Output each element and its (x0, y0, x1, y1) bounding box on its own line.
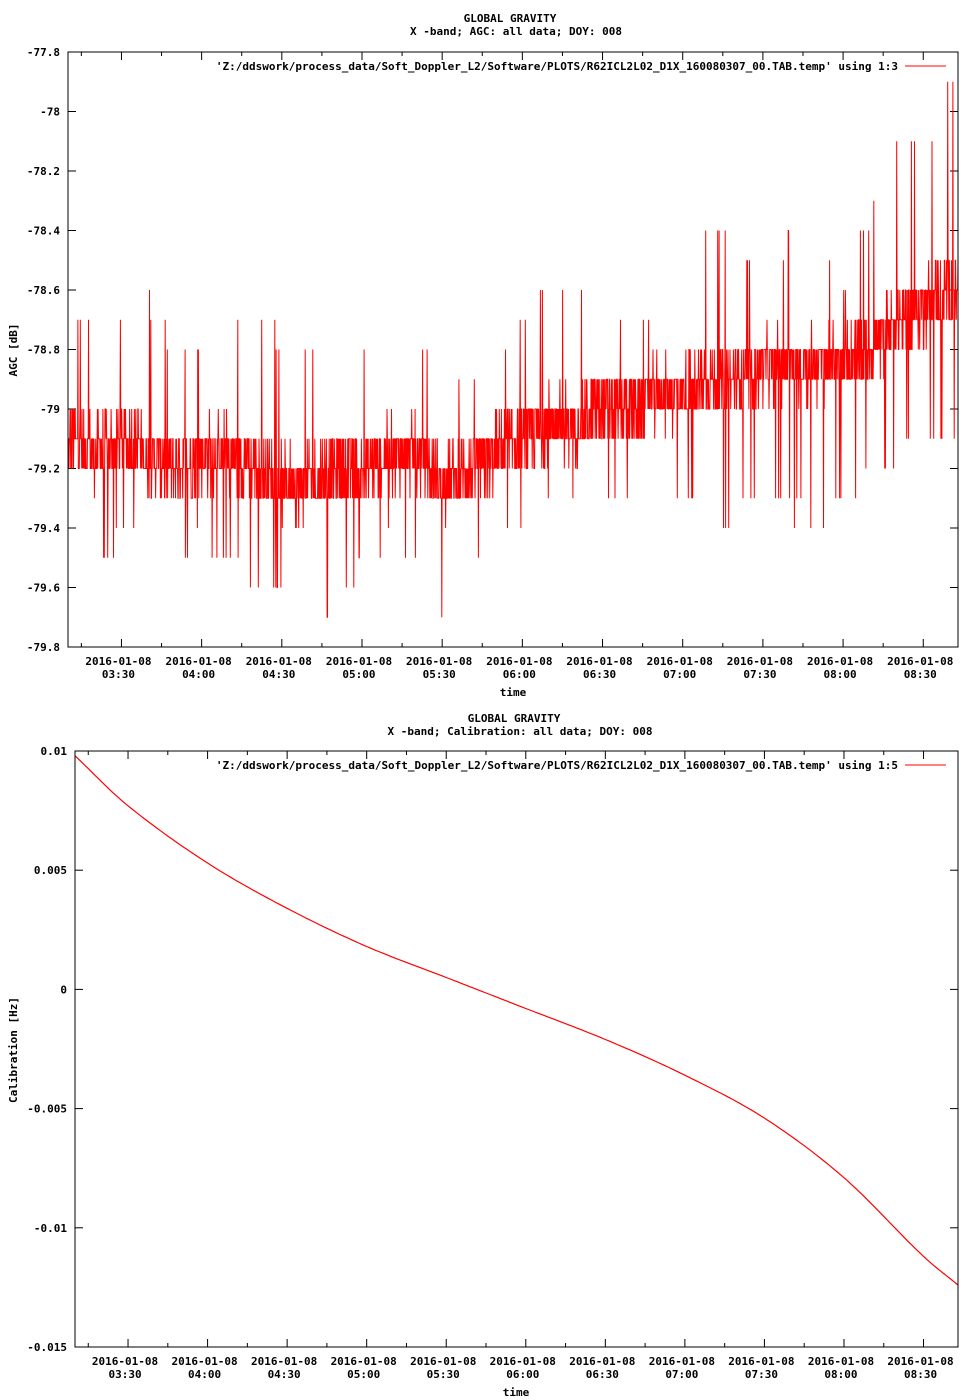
agc-x-tick-time: 04:00 (182, 668, 215, 681)
agc-y-tick-label: -78.4 (27, 225, 60, 238)
agc-plot-frame (67, 51, 959, 648)
agc-x-tick-date: 2016-01-08 (807, 655, 873, 668)
agc-chart-title: GLOBAL GRAVITY (464, 12, 557, 25)
agc-axis-ticks: -77.8 -78 -78.2 -78.4 -78.6 -78.8 -79 -79.2 -79.… (27, 46, 958, 681)
agc-x-tick-time: 05:30 (423, 668, 456, 681)
calibration-y-tick-label: -0.015 (27, 1341, 67, 1354)
calibration-x-tick-time: 06:00 (506, 1368, 539, 1381)
agc-x-tick-date: 2016-01-08 (166, 655, 232, 668)
agc-y-axis-label: AGC [dB] (7, 324, 20, 377)
calibration-chart-subtitle: X -band; Calibration: all data; DOY: 008 (388, 725, 653, 738)
calibration-x-tick-time: 05:30 (427, 1368, 460, 1381)
calibration-x-tick-date: 2016-01-08 (410, 1355, 476, 1368)
calibration-y-tick-label: 0 (60, 983, 67, 996)
calibration-x-tick-date: 2016-01-08 (490, 1355, 556, 1368)
agc-x-tick-time: 08:00 (824, 668, 857, 681)
calibration-x-tick-time: 08:30 (904, 1368, 937, 1381)
calibration-x-tick-time: 07:30 (745, 1368, 778, 1381)
calibration-x-tick-date: 2016-01-08 (649, 1355, 715, 1368)
calibration-x-tick-time: 07:00 (665, 1368, 698, 1381)
calibration-x-axis-label: time (503, 1386, 530, 1399)
calibration-x-tick-time: 08:00 (824, 1368, 857, 1381)
calibration-x-tick-date: 2016-01-08 (728, 1355, 794, 1368)
calibration-plot-frame (74, 750, 959, 1348)
agc-y-tick-label: -77.8 (27, 46, 60, 59)
calibration-y-tick-label: 0.005 (34, 864, 67, 877)
calibration-x-tick-date: 2016-01-08 (808, 1355, 874, 1368)
agc-x-tick-date: 2016-01-08 (887, 655, 953, 668)
agc-y-tick-label: -78 (40, 106, 60, 119)
calibration-y-tick-label: -0.005 (27, 1103, 67, 1116)
agc-x-tick-time: 06:30 (583, 668, 616, 681)
agc-x-tick-date: 2016-01-08 (486, 655, 552, 668)
calibration-y-axis-label: Calibration [Hz] (7, 997, 20, 1103)
calibration-x-tick-date: 2016-01-08 (887, 1355, 953, 1368)
agc-x-tick-date: 2016-01-08 (647, 655, 713, 668)
calibration-x-tick-time: 04:00 (188, 1368, 221, 1381)
agc-x-tick-time: 07:30 (743, 668, 776, 681)
agc-x-axis-label: time (500, 686, 527, 699)
calibration-plot-area (74, 755, 959, 1286)
agc-chart: GLOBAL GRAVITY X -band; AGC: all data; D… (7, 12, 959, 699)
agc-x-tick-time: 06:00 (503, 668, 536, 681)
agc-y-tick-label: -79.8 (27, 641, 60, 654)
calibration-x-tick-time: 04:30 (268, 1368, 301, 1381)
calibration-y-tick-label: 0.01 (41, 745, 68, 758)
calibration-x-tick-date: 2016-01-08 (251, 1355, 317, 1368)
agc-y-tick-label: -79.4 (27, 522, 60, 535)
calibration-x-tick-time: 05:00 (347, 1368, 380, 1381)
agc-y-tick-label: -79 (40, 403, 60, 416)
agc-y-tick-label: -79.2 (27, 463, 60, 476)
calibration-x-tick-time: 03:30 (108, 1368, 141, 1381)
agc-x-tick-date: 2016-01-08 (566, 655, 632, 668)
agc-plot-area (68, 81, 959, 618)
agc-x-tick-time: 05:00 (342, 668, 375, 681)
agc-y-tick-label: -79.6 (27, 582, 60, 595)
calibration-series-line (74, 755, 959, 1286)
agc-y-tick-label: -78.6 (27, 284, 60, 297)
agc-chart-subtitle: X -band; AGC: all data; DOY: 008 (410, 25, 622, 38)
calibration-x-tick-date: 2016-01-08 (569, 1355, 635, 1368)
calibration-x-tick-time: 06:30 (586, 1368, 619, 1381)
calibration-legend-label: 'Z:/ddswork/process_data/Soft_Doppler_L2… (216, 759, 898, 772)
calibration-chart-title: GLOBAL GRAVITY (468, 712, 561, 725)
agc-x-tick-date: 2016-01-08 (85, 655, 151, 668)
calibration-x-tick-date: 2016-01-08 (331, 1355, 397, 1368)
agc-series-line (68, 81, 959, 618)
agc-legend-label: 'Z:/ddswork/process_data/Soft_Doppler_L2… (216, 60, 898, 73)
agc-y-tick-label: -78.8 (27, 344, 60, 357)
agc-x-tick-date: 2016-01-08 (727, 655, 793, 668)
calibration-y-tick-label: -0.01 (34, 1222, 67, 1235)
calibration-axis-ticks: 0.010.0050-0.005-0.01-0.0152016-01-0803:… (27, 745, 958, 1381)
calibration-x-tick-date: 2016-01-08 (171, 1355, 237, 1368)
agc-x-tick-time: 04:30 (262, 668, 295, 681)
agc-x-tick-time: 03:30 (102, 668, 135, 681)
agc-x-tick-date: 2016-01-08 (326, 655, 392, 668)
agc-x-tick-time: 08:30 (904, 668, 937, 681)
agc-y-tick-label: -78.2 (27, 165, 60, 178)
calibration-x-tick-date: 2016-01-08 (92, 1355, 158, 1368)
agc-x-tick-date: 2016-01-08 (246, 655, 312, 668)
calibration-chart: GLOBAL GRAVITY X -band; Calibration: all… (7, 712, 959, 1399)
agc-x-tick-time: 07:00 (663, 668, 696, 681)
agc-x-tick-date: 2016-01-08 (406, 655, 472, 668)
